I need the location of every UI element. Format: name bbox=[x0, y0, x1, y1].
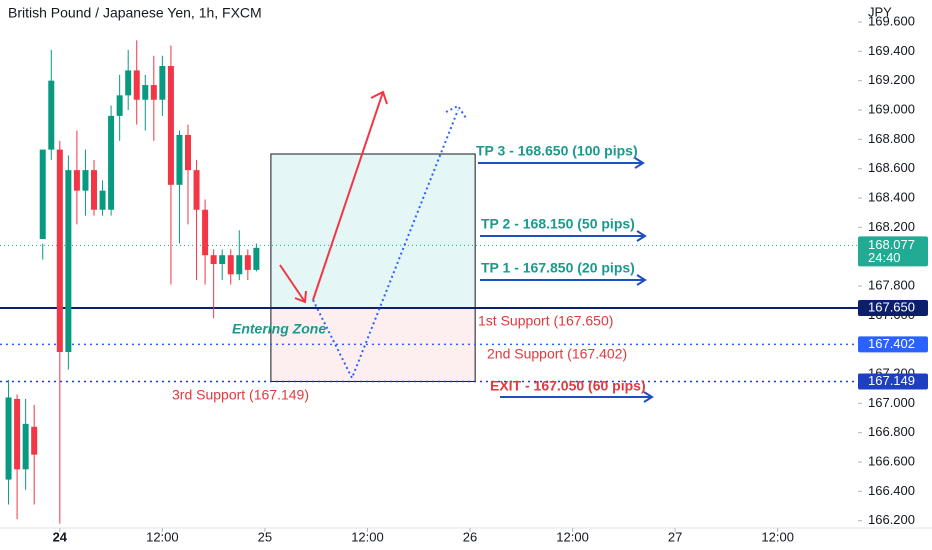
annotation: TP 2 - 168.150 (50 pips) bbox=[481, 216, 635, 232]
candle-body bbox=[176, 134, 183, 185]
y-tick-label: 166.800 bbox=[868, 424, 915, 439]
y-tick-label: 169.600 bbox=[868, 13, 915, 28]
arrowhead bbox=[445, 104, 467, 119]
candle-body bbox=[202, 209, 209, 256]
candle-body bbox=[133, 70, 140, 100]
candle-body bbox=[39, 149, 46, 240]
drawings bbox=[279, 90, 654, 403]
countdown: 24:40 bbox=[868, 250, 901, 265]
x-tick-label: 24 bbox=[53, 529, 68, 544]
annotation: 3rd Support (167.149) bbox=[172, 387, 309, 403]
candle-body bbox=[227, 255, 234, 275]
target-arrows bbox=[478, 157, 654, 403]
candle-body bbox=[244, 255, 251, 270]
x-tick-label: 12:00 bbox=[351, 529, 384, 544]
annotation: 1st Support (167.650) bbox=[478, 313, 613, 329]
y-tick-label: 169.400 bbox=[868, 43, 915, 58]
y-tick-label: 166.600 bbox=[868, 453, 915, 468]
level-label: 167.149 bbox=[868, 373, 915, 388]
candle-body bbox=[167, 66, 174, 185]
candle-body bbox=[150, 85, 157, 100]
y-tick-label: 166.200 bbox=[868, 512, 915, 527]
level-tag bbox=[858, 336, 928, 353]
x-tick-label: 12:00 bbox=[556, 529, 589, 544]
candle-body bbox=[14, 398, 21, 470]
y-tick-label: 168.800 bbox=[868, 131, 915, 146]
candle-body bbox=[56, 149, 63, 352]
x-tick-label: 12:00 bbox=[146, 529, 179, 544]
level-label: 167.402 bbox=[868, 336, 915, 351]
price-axis-bg bbox=[858, 0, 932, 550]
x-tick-label: 25 bbox=[258, 529, 272, 544]
y-tick-label: 166.400 bbox=[868, 483, 915, 498]
arrow bbox=[279, 264, 306, 303]
last-price-tag bbox=[858, 236, 928, 267]
x-tick-label: 27 bbox=[668, 529, 682, 544]
candle-body bbox=[185, 134, 192, 171]
candle-body bbox=[73, 170, 80, 191]
y-tick-label: 167.800 bbox=[868, 277, 915, 292]
last-price-label: 168.077 bbox=[868, 237, 915, 252]
y-tick-label: 168.200 bbox=[868, 219, 915, 234]
zone bbox=[270, 153, 476, 309]
annotation: TP 1 - 167.850 (20 pips) bbox=[481, 260, 635, 276]
candle-body bbox=[65, 170, 72, 352]
level-tag bbox=[858, 373, 928, 390]
candle-body bbox=[108, 115, 115, 210]
level-tag bbox=[858, 300, 928, 316]
currency: JPY bbox=[868, 4, 892, 19]
candle-body bbox=[142, 85, 149, 100]
annotation: EXIT - 167.050 (60 pips) bbox=[490, 378, 646, 394]
arrow bbox=[312, 91, 384, 301]
y-tick-label: 167.000 bbox=[868, 395, 915, 410]
annotation: TP 3 - 168.650 (100 pips) bbox=[476, 143, 638, 159]
candle-body bbox=[253, 247, 260, 270]
arrowhead bbox=[294, 290, 307, 304]
candle-body bbox=[82, 170, 89, 191]
candle-body bbox=[5, 397, 12, 480]
y-tick-label: 169.200 bbox=[868, 72, 915, 87]
candle-body bbox=[159, 66, 166, 100]
arrowhead bbox=[370, 90, 388, 105]
x-tick-label: 12:00 bbox=[761, 529, 794, 544]
candle-body bbox=[99, 190, 106, 210]
candle-body bbox=[210, 255, 217, 264]
candle-body bbox=[22, 423, 29, 470]
annotation: 2nd Support (167.402) bbox=[487, 346, 627, 362]
candle-body bbox=[48, 80, 55, 150]
candle-body bbox=[125, 70, 132, 96]
y-tick-label: 169.000 bbox=[868, 101, 915, 116]
candle-body bbox=[91, 170, 98, 210]
x-tick-label: 26 bbox=[463, 529, 477, 544]
candle-body bbox=[116, 95, 123, 116]
y-tick-label: 168.600 bbox=[868, 160, 915, 175]
candle-body bbox=[219, 255, 226, 264]
chart-title: British Pound / Japanese Yen, 1h, FXCM bbox=[8, 5, 262, 21]
annotation: Entering Zone bbox=[232, 321, 326, 337]
level-label: 167.650 bbox=[868, 299, 915, 314]
candle-body bbox=[193, 170, 200, 210]
candle-body bbox=[31, 426, 38, 455]
candle-body bbox=[236, 255, 243, 275]
y-tick-label: 168.400 bbox=[868, 189, 915, 204]
